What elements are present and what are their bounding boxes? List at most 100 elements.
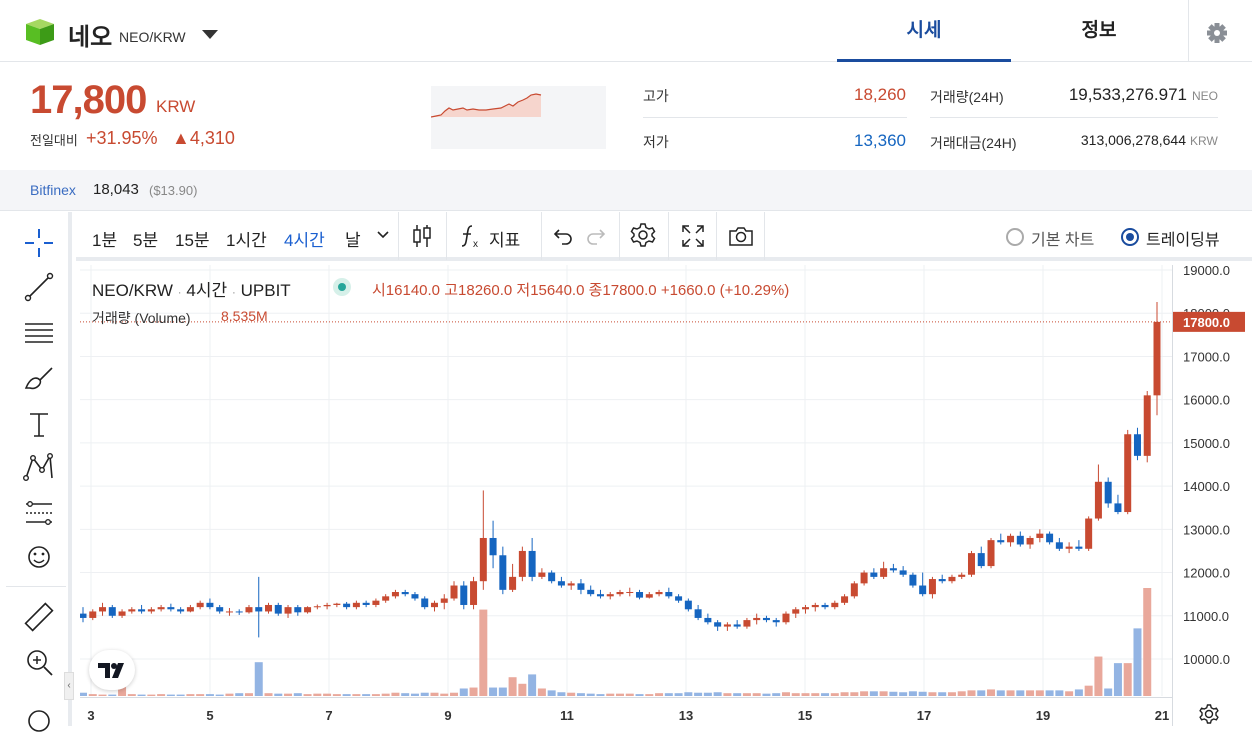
volume-bar <box>1016 690 1025 696</box>
price-tick: 10000.0 <box>1183 652 1230 667</box>
volume-bar <box>469 687 478 696</box>
date-tick: 5 <box>206 708 213 723</box>
tab-info[interactable]: 정보 <box>1081 20 1117 41</box>
candle <box>665 587 673 599</box>
low-label: 저가 <box>643 134 669 150</box>
candle <box>196 600 204 610</box>
price-axis[interactable]: 19000.018000.017000.016000.015000.014000… <box>1172 263 1252 726</box>
interval-1h[interactable]: 1시간 <box>226 231 267 250</box>
fullscreen-icon[interactable] <box>679 222 707 250</box>
candle <box>186 604 194 613</box>
high-value: 18,260 <box>854 85 906 104</box>
basic-chart-label[interactable]: 기본 차트 <box>1031 232 1095 249</box>
legend-exchange: UPBIT <box>240 281 291 300</box>
volume-bar <box>176 694 185 696</box>
volume-bar <box>977 690 986 696</box>
collapse-toolbar-button[interactable]: ‹ <box>64 672 74 700</box>
text-icon[interactable] <box>22 407 56 441</box>
volume-bar <box>352 694 361 696</box>
zoom-icon[interactable] <box>22 645 56 679</box>
volume-bar <box>586 693 595 696</box>
candle <box>440 594 448 610</box>
crosshair-icon[interactable] <box>22 226 56 260</box>
emoji-icon[interactable] <box>22 540 56 574</box>
magnet-icon[interactable] <box>22 704 56 738</box>
gear-icon[interactable] <box>1188 0 1252 62</box>
low-value: 13,360 <box>854 131 906 150</box>
ruler-icon[interactable] <box>22 600 56 634</box>
volume-bar <box>410 693 419 696</box>
candle <box>479 490 487 590</box>
candle <box>499 546 507 595</box>
legend-close: 종17800.0 <box>588 282 657 299</box>
volume-bar <box>1055 690 1064 696</box>
fib-icon[interactable] <box>22 316 56 350</box>
axis-settings-icon[interactable] <box>1198 703 1220 725</box>
volume-bar <box>323 693 332 696</box>
candle <box>1143 391 1151 463</box>
volume-bar <box>869 691 878 696</box>
time-axis[interactable]: 3 5 7 9 11 13 15 17 19 21 <box>80 697 1172 726</box>
undo-icon[interactable] <box>550 224 574 248</box>
candle <box>596 589 604 599</box>
chevron-down-icon[interactable] <box>202 30 218 39</box>
forecast-icon[interactable] <box>22 496 56 530</box>
settings-icon[interactable] <box>629 221 657 249</box>
indicator-label[interactable]: 지표 <box>489 231 521 250</box>
candle <box>352 600 360 610</box>
tradingview-logo[interactable] <box>89 650 135 690</box>
tab-price[interactable]: 시세 <box>837 0 1011 62</box>
volume-bar <box>284 693 293 696</box>
price-tick: 16000.0 <box>1183 393 1230 408</box>
trade-value: 313,006,278,644 <box>1080 132 1186 148</box>
volume-bar <box>127 694 136 696</box>
volume-bar <box>1113 663 1122 696</box>
volume-bar <box>567 692 576 696</box>
candle <box>235 609 243 615</box>
volume-bar <box>459 688 468 696</box>
volume-bar <box>108 694 117 696</box>
volume-bar <box>947 692 956 696</box>
price-tick: 19000.0 <box>1183 265 1230 278</box>
volume-bar <box>1006 690 1015 696</box>
date-tick: 19 <box>1036 708 1050 723</box>
camera-icon[interactable] <box>727 222 755 250</box>
candle <box>460 581 468 610</box>
high-label: 고가 <box>643 88 669 104</box>
candle <box>899 566 907 577</box>
bitfinex-name[interactable]: Bitfinex <box>30 182 76 198</box>
interval-4h[interactable]: 4시간 <box>284 231 325 250</box>
candle <box>723 622 731 631</box>
interval-15m[interactable]: 15분 <box>175 231 210 250</box>
volume-bar <box>694 692 703 696</box>
candle <box>1153 301 1161 416</box>
redo-icon[interactable] <box>585 224 609 248</box>
interval-1d[interactable]: 날 <box>345 231 361 250</box>
candle <box>421 596 429 610</box>
candle-type-icon[interactable] <box>408 222 436 250</box>
tradingview-radio[interactable] <box>1121 228 1139 246</box>
candle <box>216 604 224 614</box>
volume-bar <box>938 692 947 696</box>
tradingview-label[interactable]: 트레이딩뷰 <box>1146 232 1220 249</box>
volume-bar <box>147 694 156 696</box>
brush-icon[interactable] <box>22 362 56 396</box>
candle <box>762 615 770 623</box>
candle <box>577 579 585 595</box>
candle <box>304 606 312 614</box>
date-tick: 21 <box>1155 708 1169 723</box>
chart-pane[interactable] <box>79 265 1172 696</box>
candle <box>323 602 331 610</box>
price-tick: 12000.0 <box>1183 566 1230 581</box>
trendline-icon[interactable] <box>22 270 56 304</box>
volume-bar <box>791 693 800 696</box>
volume-bar <box>957 691 966 696</box>
interval-1m[interactable]: 1분 <box>92 231 118 250</box>
fx-icon[interactable]: x <box>456 222 484 250</box>
chevron-down-icon[interactable] <box>376 228 390 242</box>
basic-chart-radio[interactable] <box>1006 228 1024 246</box>
pattern-icon[interactable] <box>22 450 56 484</box>
candle <box>616 589 624 597</box>
candle <box>470 576 478 610</box>
interval-5m[interactable]: 5분 <box>133 231 159 250</box>
